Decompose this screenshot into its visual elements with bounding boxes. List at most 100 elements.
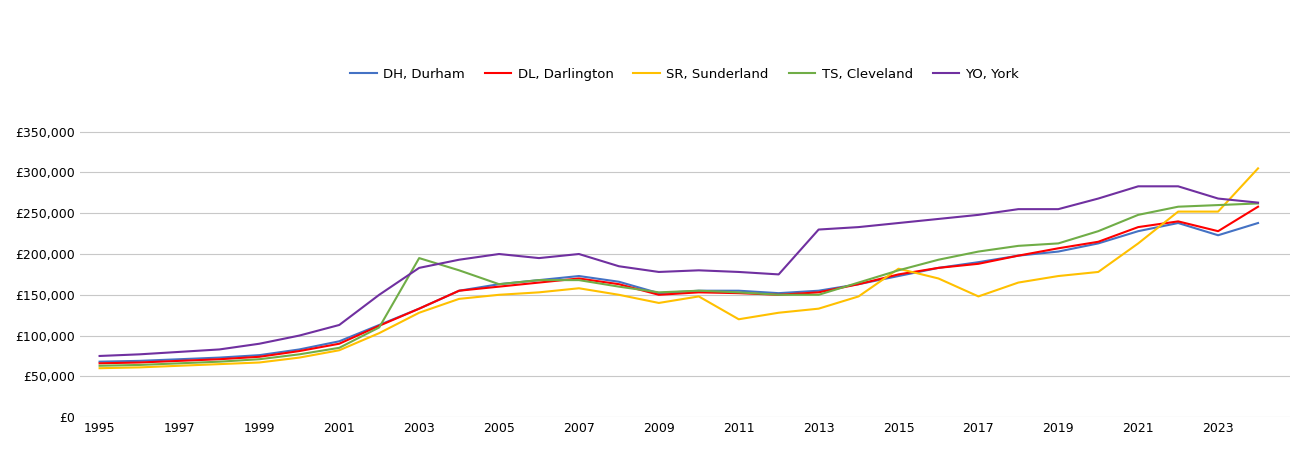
DH, Durham [1010,253,1026,258]
SR, Sunderland [1210,209,1225,214]
TS, Cleveland [1010,243,1026,248]
YO, York [1130,184,1146,189]
DL, Darlington [411,306,427,311]
TS, Cleveland [1091,229,1107,234]
DH, Durham [211,355,227,360]
TS, Cleveland [491,282,506,287]
SR, Sunderland [1171,209,1186,214]
DL, Darlington [810,290,826,295]
Legend: DH, Durham, DL, Darlington, SR, Sunderland, TS, Cleveland, YO, York: DH, Durham, DL, Darlington, SR, Sunderla… [345,63,1024,86]
YO, York [651,269,667,274]
DL, Darlington [91,360,107,366]
YO, York [572,251,587,256]
SR, Sunderland [731,316,746,322]
SR, Sunderland [971,294,987,299]
DL, Darlington [252,354,268,360]
DL, Darlington [690,290,706,295]
DL, Darlington [211,356,227,362]
SR, Sunderland [132,364,147,370]
DL, Darlington [531,280,547,285]
YO, York [690,268,706,273]
DL, Darlington [651,292,667,297]
DH, Durham [690,288,706,293]
DH, Durham [1051,249,1066,254]
SR, Sunderland [172,363,188,369]
Line: SR, Sunderland: SR, Sunderland [99,168,1258,368]
SR, Sunderland [1091,269,1107,274]
DL, Darlington [372,323,388,328]
DL, Darlington [1010,253,1026,258]
DL, Darlington [1171,219,1186,224]
DH, Durham [851,282,867,287]
DL, Darlington [771,292,787,297]
DH, Durham [810,288,826,293]
Line: DL, Darlington: DL, Darlington [99,207,1258,363]
SR, Sunderland [531,290,547,295]
DH, Durham [411,306,427,311]
YO, York [132,351,147,357]
SR, Sunderland [252,360,268,365]
SR, Sunderland [1051,273,1066,279]
SR, Sunderland [651,300,667,306]
SR, Sunderland [1010,280,1026,285]
DL, Darlington [172,358,188,364]
DH, Durham [1091,241,1107,246]
DH, Durham [172,356,188,362]
DH, Durham [572,273,587,279]
DH, Durham [611,279,626,284]
TS, Cleveland [1051,241,1066,246]
Line: TS, Cleveland: TS, Cleveland [99,203,1258,366]
DH, Durham [372,322,388,328]
DH, Durham [132,358,147,364]
TS, Cleveland [372,325,388,330]
DL, Darlington [1210,229,1225,234]
SR, Sunderland [291,355,307,360]
YO, York [731,269,746,274]
DL, Darlington [1051,246,1066,251]
SR, Sunderland [491,292,506,297]
SR, Sunderland [611,292,626,297]
SR, Sunderland [1250,166,1266,171]
SR, Sunderland [91,365,107,371]
SR, Sunderland [690,294,706,299]
DL, Darlington [971,261,987,266]
TS, Cleveland [810,292,826,297]
SR, Sunderland [211,361,227,367]
TS, Cleveland [731,290,746,295]
TS, Cleveland [211,359,227,364]
TS, Cleveland [132,362,147,368]
YO, York [331,322,347,328]
YO, York [411,265,427,270]
DL, Darlington [1130,225,1146,230]
TS, Cleveland [1130,212,1146,217]
YO, York [172,349,188,355]
TS, Cleveland [411,256,427,261]
YO, York [252,341,268,346]
YO, York [1250,200,1266,205]
DH, Durham [331,338,347,344]
DH, Durham [252,352,268,358]
DH, Durham [91,359,107,364]
DH, Durham [971,260,987,265]
TS, Cleveland [930,257,946,262]
YO, York [372,292,388,297]
DL, Darlington [291,348,307,354]
DH, Durham [452,288,467,293]
TS, Cleveland [1171,204,1186,209]
DL, Darlington [1250,204,1266,209]
YO, York [851,225,867,230]
SR, Sunderland [810,306,826,311]
TS, Cleveland [971,249,987,254]
DL, Darlington [611,282,626,287]
DL, Darlington [930,265,946,270]
YO, York [452,257,467,262]
YO, York [211,347,227,352]
SR, Sunderland [331,347,347,353]
TS, Cleveland [252,356,268,362]
SR, Sunderland [930,276,946,281]
DL, Darlington [132,360,147,365]
TS, Cleveland [690,288,706,293]
SR, Sunderland [452,296,467,302]
YO, York [491,251,506,256]
DL, Darlington [452,288,467,293]
